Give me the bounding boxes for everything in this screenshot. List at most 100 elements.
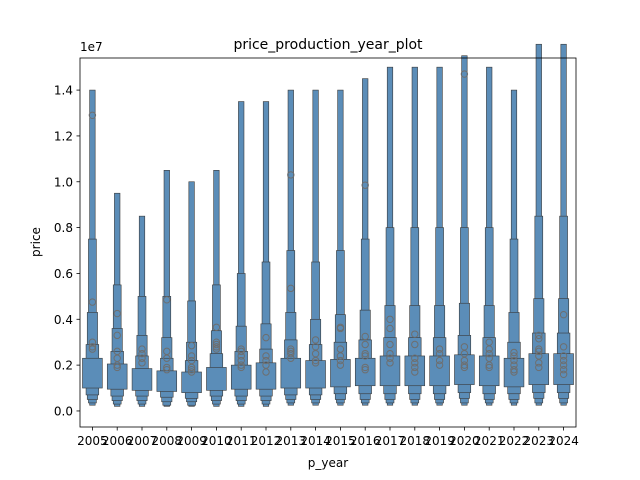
- boxen-group: [454, 55, 475, 406]
- outlier-point: [361, 366, 369, 374]
- x-tick-label: 2017: [375, 434, 406, 448]
- outlier-point: [113, 331, 121, 340]
- x-tick-label: 2013: [276, 434, 307, 448]
- x-tick-label: 2008: [152, 434, 183, 448]
- x-tick-label: 2014: [300, 434, 331, 448]
- outlier-point: [460, 70, 469, 78]
- outlier-point: [287, 171, 295, 179]
- outlier-point: [361, 363, 369, 372]
- outlier-point: [485, 338, 493, 346]
- outlier-point: [411, 354, 419, 362]
- chart-title: price_production_year_plot: [233, 37, 423, 53]
- boxen-box: [255, 362, 277, 390]
- boxen-group: [156, 170, 178, 407]
- y-tick-label: 1.0: [54, 175, 73, 189]
- outlier-point: [336, 323, 345, 332]
- x-tick-label: 2010: [201, 434, 232, 448]
- outlier-point: [559, 366, 568, 374]
- outlier-point: [435, 345, 444, 353]
- outlier-point: [138, 349, 146, 358]
- outlier-point: [262, 352, 270, 360]
- outlier-point: [262, 356, 270, 365]
- outlier-point: [237, 347, 245, 356]
- outlier-point: [535, 331, 543, 340]
- outlier-point: [460, 343, 469, 351]
- outlier-point: [336, 361, 345, 369]
- outlier-point: [113, 347, 121, 356]
- y-tick-label: 0.6: [54, 267, 73, 281]
- outlier-point: [559, 352, 568, 360]
- y-tick-label: 0.2: [54, 359, 73, 373]
- y-axis-offset-label: 1e7: [80, 40, 103, 54]
- boxen-box: [553, 353, 574, 385]
- boxen-box: [528, 353, 550, 385]
- boxen-box: [106, 363, 128, 390]
- outlier-point: [138, 359, 146, 367]
- boxen-group: [230, 101, 252, 407]
- boxen-box: [230, 364, 252, 390]
- outlier-point: [361, 340, 369, 349]
- boxen-group: [478, 66, 500, 406]
- y-axis: 0.0 0.2 0.4 0.6 0.8 1.0 1.2 1.4: [54, 84, 80, 418]
- boxen-box: [280, 357, 302, 389]
- boxen-group: [106, 192, 128, 407]
- outlier-point: [386, 359, 394, 367]
- outlier-point: [113, 309, 121, 318]
- outlier-point: [287, 349, 295, 358]
- boxen-group: [354, 78, 376, 406]
- y-tick-label: 0.8: [54, 221, 73, 235]
- outlier-point: [311, 359, 320, 367]
- outlier-point: [88, 298, 97, 306]
- x-tick-label: 2021: [474, 434, 505, 448]
- x-tick-label: 2016: [350, 434, 381, 448]
- boxen-level: [262, 101, 270, 407]
- outlier-point: [460, 361, 469, 369]
- outlier-point: [237, 356, 245, 365]
- outlier-point: [262, 333, 270, 342]
- boxen-group: [429, 66, 450, 406]
- outlier-point: [535, 335, 543, 343]
- boxen-group: [528, 43, 550, 406]
- outlier-point: [386, 324, 394, 333]
- boxen-level: [238, 101, 245, 407]
- boxen-box: [305, 360, 326, 389]
- outlier-point: [535, 347, 543, 356]
- outlier-point: [187, 352, 196, 360]
- outlier-point: [212, 343, 221, 351]
- outlier-point: [311, 336, 320, 344]
- boxen-box: [354, 357, 376, 387]
- outlier-point: [287, 347, 295, 356]
- x-tick-label: 2012: [251, 434, 282, 448]
- outlier-point: [336, 345, 345, 353]
- x-tick-label: 2011: [226, 434, 257, 448]
- outlier-point: [212, 340, 221, 349]
- boxen-box: [429, 355, 450, 387]
- outlier-point: [212, 323, 221, 332]
- outlier-point: [386, 340, 394, 349]
- plot-area: [82, 43, 574, 407]
- x-axis: 2005200620072008200920102011201220132014…: [77, 427, 579, 448]
- outlier-point: [361, 352, 369, 360]
- outlier-point: [163, 347, 171, 356]
- boxen-box: [82, 357, 103, 389]
- outlier-point: [411, 330, 419, 338]
- outlier-point: [187, 368, 196, 376]
- boxen-group: [379, 66, 401, 406]
- boxen-group: [82, 89, 103, 406]
- outlier-point: [138, 354, 146, 362]
- outlier-point: [212, 338, 221, 346]
- boxen-group: [330, 89, 351, 406]
- boxen-box: [181, 371, 202, 393]
- boxen-group: [404, 66, 426, 406]
- x-tick-label: 2009: [176, 434, 207, 448]
- y-tick-label: 1.4: [54, 84, 73, 98]
- outlier-point: [485, 354, 493, 362]
- boxen-group: [280, 89, 302, 406]
- boxen-group: [553, 43, 574, 406]
- outlier-point: [287, 345, 295, 353]
- outlier-point: [361, 181, 369, 189]
- boxen-box: [206, 367, 227, 391]
- outlier-point: [262, 361, 270, 369]
